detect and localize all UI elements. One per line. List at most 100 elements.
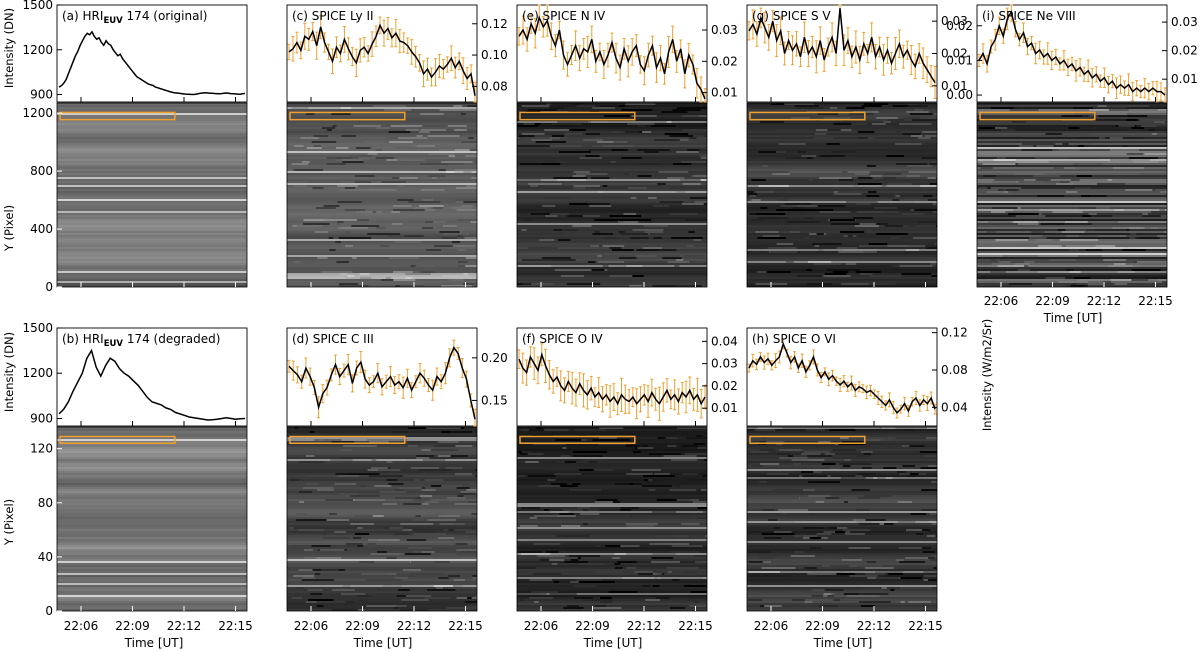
image-row	[57, 445, 247, 448]
image-row	[747, 277, 937, 280]
image-row	[287, 135, 477, 138]
image-speckle	[450, 207, 472, 210]
image-row	[287, 443, 477, 446]
image-speckle	[835, 531, 846, 534]
image-speckle	[905, 557, 935, 560]
image-row	[57, 143, 247, 146]
image-speckle	[801, 453, 821, 456]
image-row	[57, 231, 247, 234]
image-speckle	[692, 501, 707, 504]
image-speckle	[303, 557, 317, 560]
image-speckle	[1113, 115, 1148, 118]
image-speckle	[1017, 269, 1030, 272]
image-row	[287, 483, 477, 486]
panel-title: (a) HRIEUV 174 (original)	[62, 9, 207, 26]
image-row	[977, 125, 1167, 128]
image-row	[977, 151, 1167, 154]
image-speckle	[369, 469, 401, 472]
image-speckle	[454, 503, 477, 506]
highlight-box	[749, 435, 866, 444]
image-speckle	[1032, 175, 1061, 178]
image-speckle	[465, 531, 477, 534]
image-speckle	[673, 163, 692, 166]
image-speckle	[298, 501, 304, 504]
image-speckle	[319, 549, 345, 552]
image-row	[287, 223, 477, 226]
image-row	[57, 567, 247, 570]
image-speckle	[461, 141, 477, 144]
image-speckle	[763, 537, 782, 540]
image-speckle	[614, 563, 621, 566]
image-speckle	[407, 575, 414, 578]
image-speckle	[603, 191, 630, 194]
image-speckle	[832, 271, 849, 274]
image-speckle	[518, 451, 524, 454]
image-speckle	[681, 115, 700, 118]
image-speckle	[339, 283, 358, 286]
image-row	[287, 601, 477, 604]
image-row	[57, 239, 247, 242]
image-row	[747, 215, 937, 218]
image-row	[57, 273, 247, 276]
image-speckle	[336, 261, 349, 264]
image-speckle	[789, 269, 807, 272]
image-row	[747, 499, 937, 502]
image-speckle	[433, 557, 462, 560]
image-speckle	[467, 597, 472, 600]
image-row	[57, 467, 247, 470]
image-speckle	[665, 437, 678, 440]
image-speckle	[367, 539, 378, 542]
image-speckle	[767, 519, 778, 522]
image-speckle	[613, 221, 624, 224]
image-row	[287, 489, 477, 492]
image-speckle	[539, 239, 554, 242]
xtick-label-h: 22:09	[805, 619, 840, 633]
image-speckle	[637, 175, 652, 178]
image-speckle	[466, 489, 477, 492]
image-speckle	[321, 569, 339, 572]
image-speckle	[472, 577, 477, 580]
image-speckle	[804, 599, 832, 602]
image-speckle	[908, 245, 926, 248]
image-speckle	[600, 105, 629, 108]
image-speckle	[1066, 269, 1073, 272]
image-speckle	[564, 561, 588, 564]
image-row	[57, 203, 247, 206]
image-speckle	[857, 131, 875, 134]
image-speckle	[576, 105, 596, 108]
image-row	[517, 203, 707, 206]
image-row	[517, 213, 707, 216]
image-speckle	[386, 461, 393, 464]
image-speckle	[1125, 189, 1153, 192]
image-speckle	[667, 571, 673, 574]
image-speckle	[331, 589, 355, 592]
image-row	[287, 137, 477, 140]
image-speckle	[1139, 237, 1166, 240]
image-row	[517, 475, 707, 478]
image-speckle	[799, 497, 826, 500]
image-speckle	[802, 495, 831, 498]
image-speckle	[645, 599, 660, 602]
image-row	[287, 121, 477, 124]
intensity-phys-label: Intensity (W/m2/Sr)	[980, 319, 994, 431]
image-speckle	[1153, 125, 1167, 128]
image-row	[57, 271, 247, 274]
image-speckle	[909, 113, 933, 116]
image-row	[977, 139, 1167, 142]
image-row	[747, 165, 937, 168]
image-row	[747, 519, 937, 522]
image-row	[287, 177, 477, 180]
image-row	[747, 441, 937, 444]
image-row	[747, 427, 937, 430]
image-speckle	[460, 491, 477, 494]
image-row	[747, 541, 937, 544]
image-row	[977, 275, 1167, 278]
image-ytick-label: 400	[30, 222, 53, 236]
image-speckle	[891, 265, 901, 268]
image-speckle	[614, 483, 642, 486]
image-speckle	[979, 127, 1007, 130]
image-speckle	[438, 455, 451, 458]
image-speckle	[1160, 191, 1167, 194]
image-row	[517, 457, 707, 460]
image-row	[287, 129, 477, 132]
